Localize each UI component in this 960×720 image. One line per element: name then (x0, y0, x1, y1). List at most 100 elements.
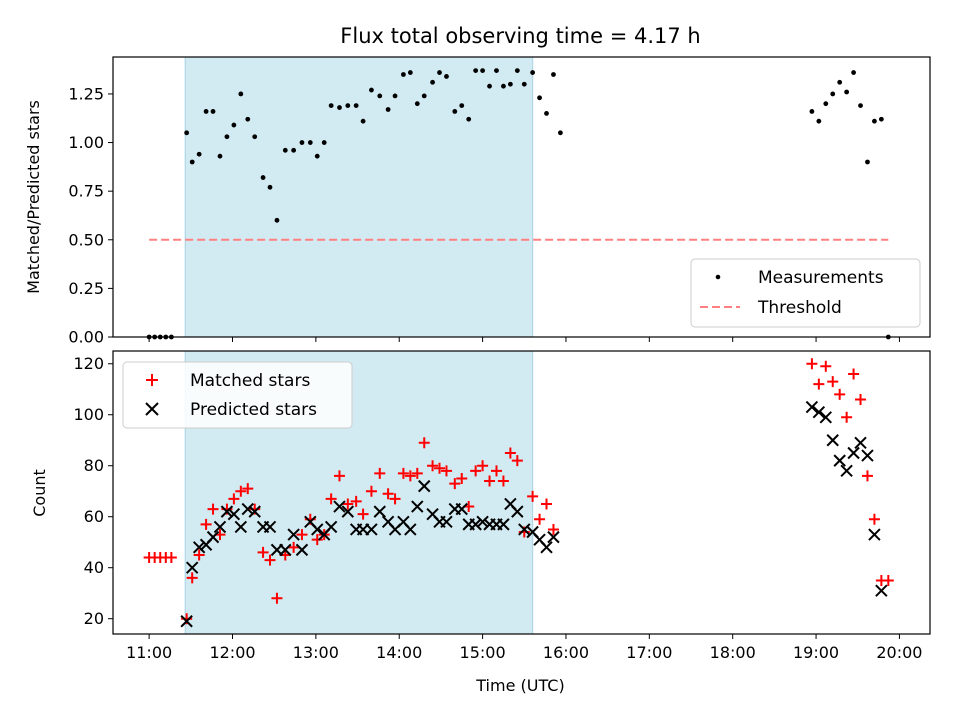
measurements-point (837, 79, 843, 85)
measurements-point (430, 79, 435, 85)
predicted-stars-point (511, 505, 524, 518)
predicted-stars-point (455, 502, 468, 516)
top-legend-box (690, 258, 921, 328)
measurements-point (184, 130, 190, 136)
measurements-point (444, 74, 449, 79)
predicted-stars-point (518, 523, 531, 536)
measurements-point (407, 70, 413, 75)
measurements-point (203, 109, 209, 114)
matched-stars-point (288, 541, 300, 553)
measurements-point (494, 68, 499, 74)
matched-stars-point (350, 495, 362, 507)
matched-stars-point (841, 411, 853, 423)
matched-stars-point (325, 493, 337, 505)
measurements-point (385, 107, 391, 112)
matched-stars-point (186, 572, 198, 584)
matched-stars-point (820, 360, 832, 372)
measurements-point (400, 72, 406, 77)
matched-stars-point (207, 503, 219, 515)
predicted-stars-point (854, 436, 867, 449)
matched-stars-point (165, 552, 177, 564)
measurements-point (452, 109, 458, 114)
bottom-legend-box (122, 361, 353, 429)
measurements-point (238, 91, 244, 97)
measurements-point (514, 68, 520, 74)
measurements-point (437, 70, 442, 75)
measurements-point (487, 83, 492, 89)
x-tick-label: 16:00 (543, 643, 589, 662)
predicted-stars-point (540, 541, 553, 554)
y-tick-label: 0.75 (68, 182, 104, 201)
measurements-point (530, 70, 536, 75)
measurements-point (267, 184, 273, 190)
measurements-point (314, 153, 320, 159)
predicted-stars-point (440, 515, 453, 529)
legend-label-matched-stars: Matched stars (190, 371, 310, 391)
y-tick-label: 80 (84, 456, 104, 475)
predicted-stars-point (324, 520, 338, 534)
predicted-stars-point (547, 530, 560, 544)
measurements-point (809, 109, 815, 114)
measurements-point (392, 93, 398, 99)
y-tick-label: 0.00 (68, 328, 104, 347)
y-tick-label: 1.25 (68, 84, 104, 103)
predicted-stars-point (185, 561, 199, 574)
predicted-stars-point (875, 584, 888, 597)
y-tick-label: 0.25 (68, 279, 104, 298)
matched-stars-point (242, 483, 254, 495)
matched-stars-point (296, 529, 308, 541)
predicted-stars-point (373, 505, 386, 518)
predicted-stars-point (476, 515, 489, 529)
matched-stars-point (434, 462, 446, 474)
measurements-point (337, 105, 342, 110)
matched-stars-point (228, 493, 240, 505)
matched-stars-point (527, 490, 539, 502)
predicted-stars-point (847, 446, 860, 460)
measurements-point (210, 109, 216, 114)
bottom-panel-frame (112, 350, 931, 635)
measurements-point (353, 103, 359, 109)
predicted-stars-point (833, 454, 846, 467)
top-legend: Measurements Threshold (690, 258, 921, 328)
matched-stars-point (541, 498, 553, 510)
matched-stars-point (193, 549, 205, 561)
predicted-stars-point (812, 405, 826, 419)
y-tick-label: 20 (84, 609, 104, 628)
predicted-stars-point (826, 434, 839, 447)
matched-stars-point (848, 368, 860, 380)
top-y-axis-label: Matched/Predicted stars (24, 100, 43, 294)
measurements-point (282, 147, 288, 153)
matched-stars-point (855, 393, 867, 405)
predicted-stars-point (227, 507, 241, 521)
x-tick-label: 18:00 (710, 643, 756, 662)
x-tick-label: 12:00 (209, 643, 255, 662)
predicted-stars-point (234, 520, 248, 534)
matched-stars-point (490, 465, 502, 477)
matched-stars-point (427, 460, 439, 472)
x-tick-label: 17:00 (626, 643, 672, 662)
matched-stars-point (477, 460, 489, 472)
matched-stars-point (449, 478, 461, 490)
predicted-stars-point (248, 505, 261, 518)
predicted-stars-point (333, 500, 346, 513)
matched-stars-point (534, 513, 546, 525)
measurements-point (558, 130, 563, 136)
measurements-point (466, 116, 472, 122)
measurements-point (544, 110, 549, 116)
matched-stars-point (504, 447, 516, 459)
predicted-stars-point (295, 543, 309, 557)
matched-stars-point (389, 493, 401, 505)
predicted-stars-point (840, 464, 853, 478)
x-tick-label: 15:00 (460, 643, 506, 662)
measurements-point (260, 175, 266, 180)
predicted-stars-point (263, 520, 277, 534)
measurements-point (501, 83, 506, 89)
top-panel-frame (112, 56, 931, 338)
measurements-point (473, 68, 479, 74)
matched-stars-point (470, 465, 482, 477)
legend-label-measurements: Measurements (758, 268, 884, 288)
matched-stars-point (806, 358, 818, 370)
matched-stars-point (547, 523, 559, 535)
bottom-legend: Matched stars Predicted stars (122, 361, 353, 429)
matched-stars-point (813, 378, 825, 390)
